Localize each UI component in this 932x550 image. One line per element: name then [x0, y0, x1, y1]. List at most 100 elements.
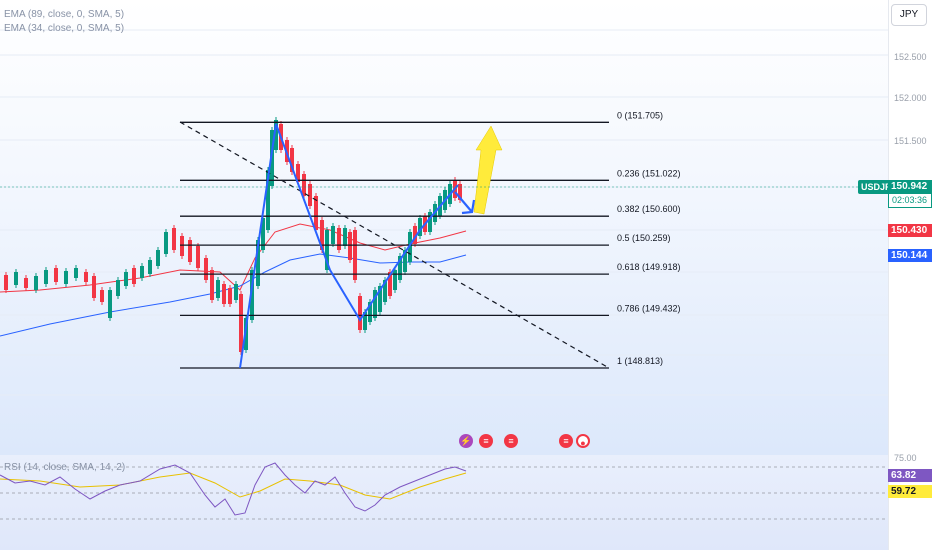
- ema-slow-legend[interactable]: EMA (89, close, 0, SMA, 5): [4, 9, 125, 20]
- candle-body: [378, 286, 382, 312]
- fib-level-label: 0.236 (151.022): [617, 168, 681, 178]
- candle-body: [14, 272, 18, 285]
- price-tick: 152.000: [894, 93, 927, 103]
- trendline-dashed: [179, 121, 610, 369]
- down-arrow-line: [454, 191, 473, 213]
- candle-body: [393, 270, 397, 290]
- candle-body: [302, 174, 306, 196]
- candle-body: [331, 226, 335, 244]
- lightning-icon[interactable]: ⚡: [459, 434, 473, 448]
- up-arrow: [473, 125, 503, 215]
- candle-body: [116, 280, 120, 296]
- candle-body: [256, 240, 260, 286]
- candle-body: [296, 164, 300, 182]
- candle-body: [314, 196, 318, 230]
- us-flag-icon[interactable]: ≡: [479, 434, 493, 448]
- candle-body: [408, 232, 412, 262]
- candle-body: [24, 278, 28, 288]
- rsi-tick: 75.00: [894, 453, 917, 463]
- candle-body: [458, 184, 462, 200]
- candle-body: [228, 288, 232, 304]
- ema-fast-legend[interactable]: EMA (34, close, 0, SMA, 5): [4, 23, 125, 34]
- candle-body: [308, 184, 312, 206]
- price-chart-canvas[interactable]: 0 (151.705) 0.236 (151.022) 0.382 (150.600…: [0, 0, 888, 455]
- candle-body: [239, 294, 243, 352]
- candle-body: [363, 312, 367, 330]
- last-price-tag: 150.942: [888, 180, 932, 193]
- candle-body: [92, 276, 96, 298]
- fib-level-label: 0.618 (149.918): [617, 262, 681, 272]
- candle-body: [320, 220, 324, 250]
- candle-body: [343, 228, 347, 246]
- candle-body: [204, 258, 208, 280]
- candle-body: [353, 230, 357, 280]
- candle-body: [358, 296, 362, 330]
- candle-body: [124, 272, 128, 286]
- fib-level-label: 0.786 (149.432): [617, 303, 681, 313]
- candle-body: [216, 280, 220, 298]
- candle-body: [84, 272, 88, 282]
- ema-fast-price-tag: 150.430: [888, 224, 932, 237]
- fib-level-label: 1 (148.813): [617, 356, 663, 366]
- rsi-pane[interactable]: RSI (14, close, SMA, 14, 2): [0, 455, 888, 550]
- candle-body: [4, 275, 8, 290]
- fib-level-label: 0.5 (150.259): [617, 233, 671, 243]
- candle-body: [428, 212, 432, 232]
- us-flag-icon[interactable]: ≡: [559, 434, 573, 448]
- candle-body: [140, 266, 144, 278]
- rsi-line: [0, 462, 467, 516]
- rsi-value-tag: 63.82: [888, 469, 932, 482]
- candle-body: [368, 302, 372, 322]
- rsi-legend[interactable]: RSI (14, close, SMA, 14, 2): [4, 462, 126, 473]
- candle-body: [64, 271, 68, 284]
- candle-body: [196, 246, 200, 268]
- candle-body: [108, 290, 112, 318]
- candle-body: [290, 148, 294, 172]
- candle-body: [373, 290, 377, 318]
- price-tick: 152.500: [894, 52, 927, 62]
- candle-body: [44, 270, 48, 284]
- candle-body: [132, 268, 136, 284]
- currency-button[interactable]: JPY: [891, 4, 927, 26]
- down-arrow-head: [461, 199, 476, 215]
- candle-body: [222, 284, 226, 304]
- candle-body: [261, 218, 265, 250]
- swing-path: [239, 123, 459, 369]
- countdown-tag: 02:03:36: [888, 193, 932, 208]
- candle-body: [398, 256, 402, 280]
- candle-body: [388, 272, 392, 296]
- candle-body: [156, 250, 160, 266]
- candle-body: [188, 240, 192, 262]
- candle-body: [274, 120, 278, 150]
- candle-body: [34, 276, 38, 290]
- candle-body: [270, 130, 274, 186]
- candle-body: [74, 268, 78, 278]
- candle-body: [100, 290, 104, 302]
- candle-body: [266, 170, 270, 230]
- price-tick: 151.500: [894, 136, 927, 146]
- candle-body: [210, 270, 214, 300]
- candle-body: [403, 250, 407, 272]
- candle-body: [234, 284, 238, 300]
- candle-body: [413, 226, 417, 244]
- candle-body: [348, 232, 352, 260]
- candle-body: [418, 218, 422, 236]
- candle-body: [54, 268, 58, 282]
- fib-level-label: 0.382 (150.600): [617, 204, 681, 214]
- rsi-signal-tag: 59.72: [888, 485, 932, 498]
- ema-slow-price-tag: 150.144: [888, 249, 932, 262]
- fib-level-label: 0 (151.705): [617, 110, 663, 120]
- candle-body: [383, 280, 387, 302]
- candle-body: [337, 228, 341, 250]
- price-axis[interactable]: [888, 0, 932, 550]
- candle-body: [250, 270, 254, 320]
- us-flag-icon[interactable]: ≡: [504, 434, 518, 448]
- candle-body: [180, 236, 184, 256]
- candle-body: [164, 232, 168, 254]
- price-chart[interactable]: 0 (151.705) 0.236 (151.022) 0.382 (150.600…: [0, 0, 888, 455]
- candle-body: [148, 260, 152, 274]
- rsi-canvas[interactable]: [0, 455, 888, 550]
- rsi-signal-line: [0, 472, 467, 500]
- candle-body: [325, 230, 329, 270]
- jp-flag-icon[interactable]: ●: [576, 434, 590, 448]
